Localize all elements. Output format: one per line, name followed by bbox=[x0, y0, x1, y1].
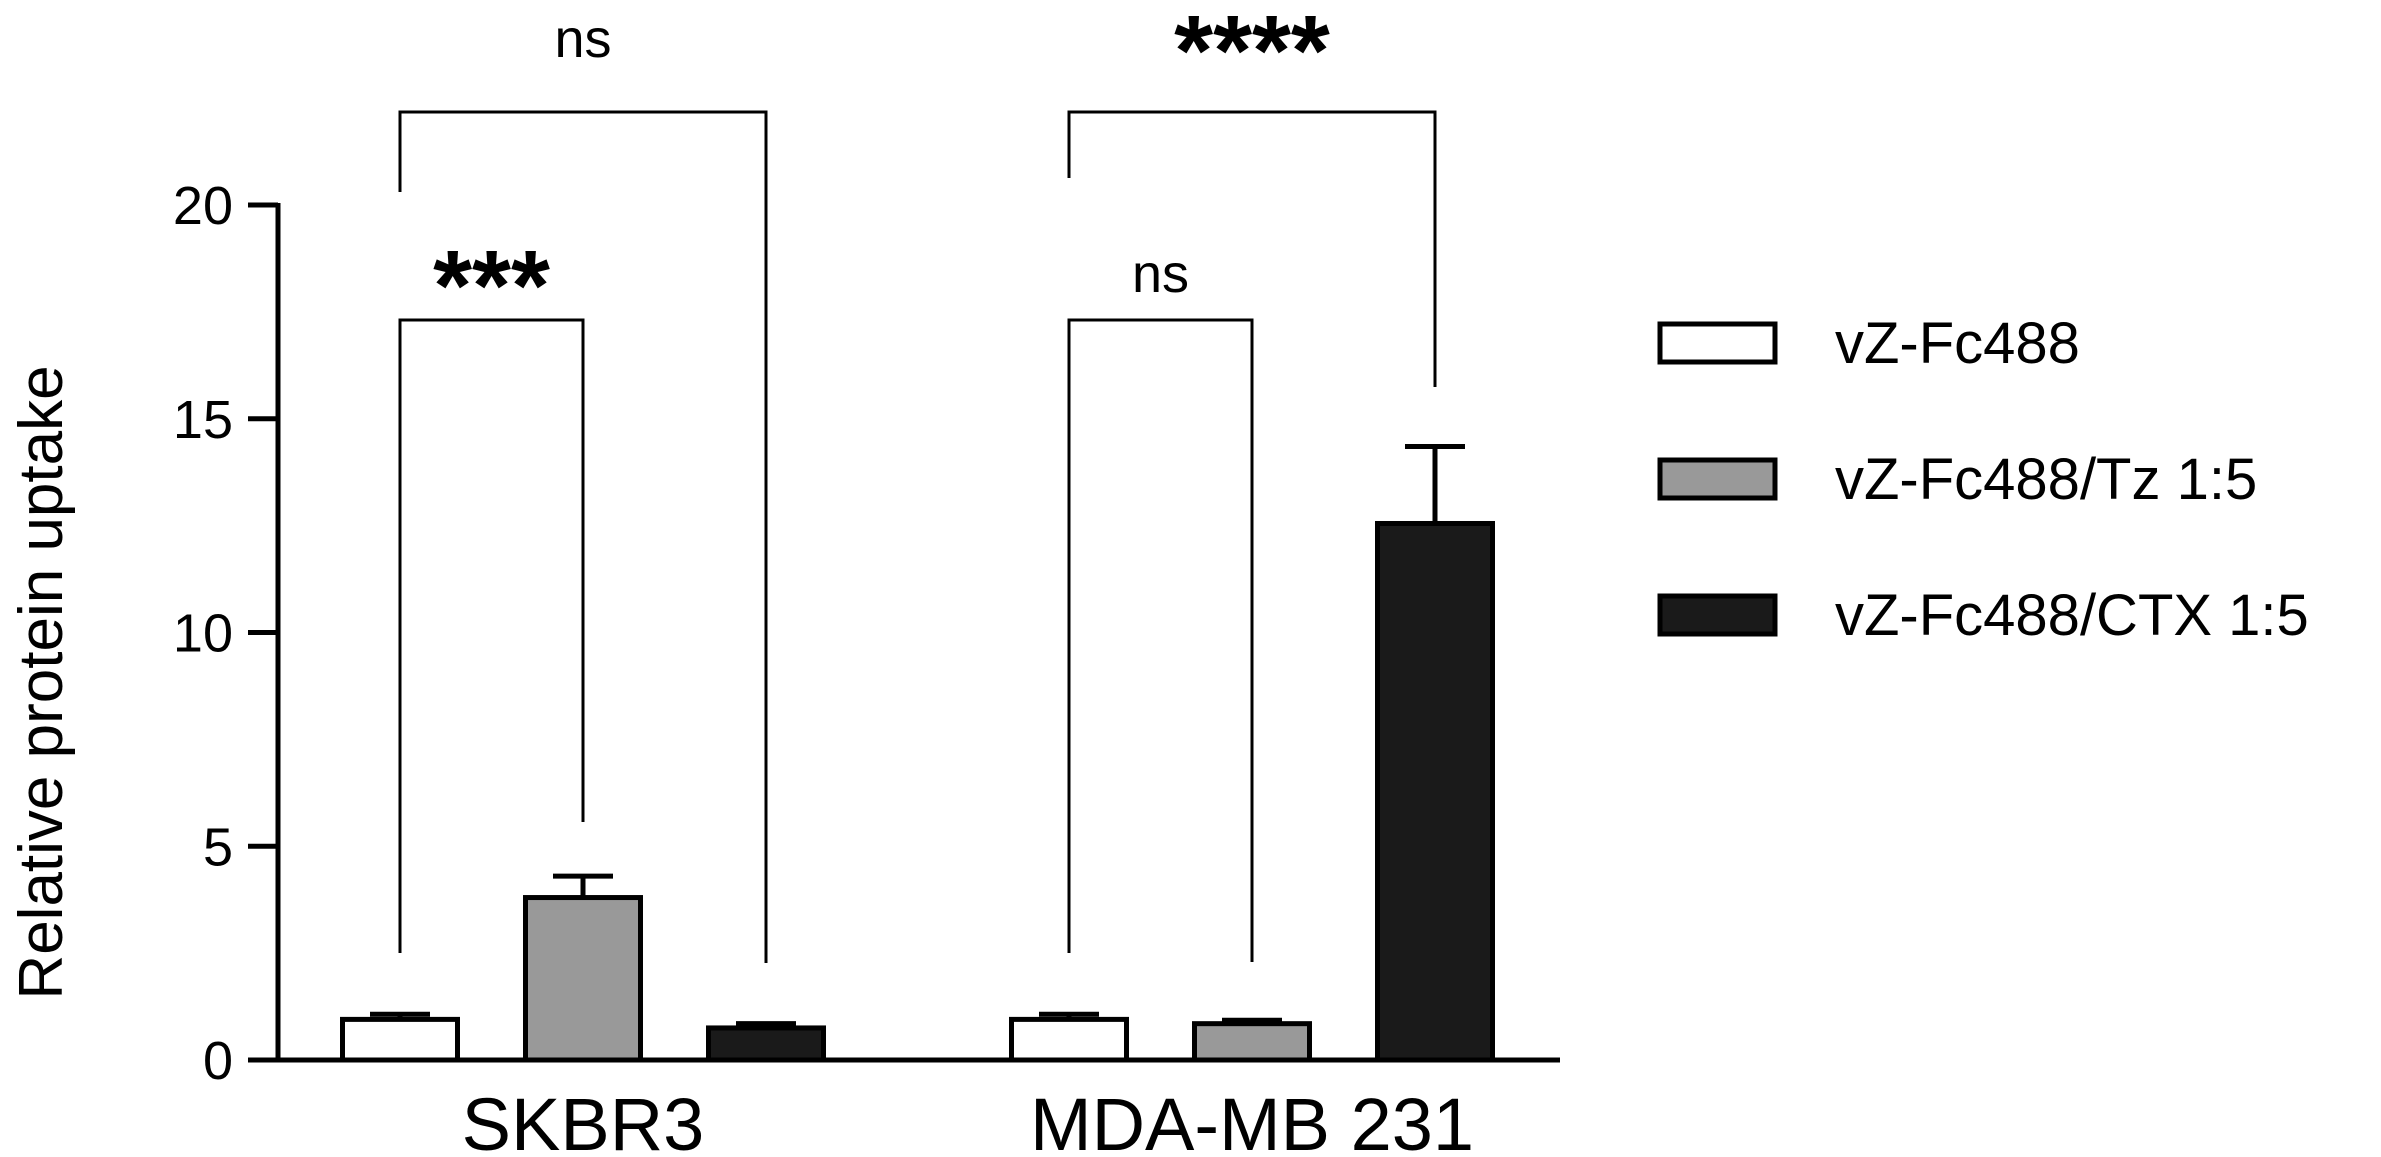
x-category-label: MDA-MB 231 bbox=[1030, 1083, 1474, 1157]
legend-swatch bbox=[1657, 321, 1778, 365]
x-axis: SKBR3 MDA-MB 231 bbox=[276, 1057, 1560, 1157]
significance-brackets: ns*******ns bbox=[398, 0, 1437, 963]
y-axis: 0 5 10 15 20 bbox=[173, 176, 281, 1091]
bar bbox=[706, 1025, 826, 1063]
bar bbox=[1009, 1016, 1129, 1063]
legend-label: vZ-Fc488 bbox=[1835, 311, 2080, 376]
significance-bracket bbox=[1067, 318, 1254, 962]
y-axis-title: Relative protein uptake bbox=[7, 365, 76, 999]
legend-swatch bbox=[1657, 593, 1778, 637]
significance-label: ns bbox=[554, 9, 611, 69]
y-tick-label: 15 bbox=[173, 390, 233, 450]
bar bbox=[523, 895, 643, 1063]
y-tick-label: 0 bbox=[203, 1031, 233, 1091]
significance-bracket bbox=[398, 110, 768, 963]
bar bbox=[340, 1016, 460, 1063]
significance-bracket bbox=[398, 318, 585, 953]
significance-bracket bbox=[1067, 110, 1437, 387]
legend: vZ-Fc488 vZ-Fc488/Tz 1:5 vZ-Fc488/CTX 1:5 bbox=[1657, 311, 2309, 648]
legend-label: vZ-Fc488/Tz 1:5 bbox=[1835, 447, 2257, 512]
x-category-label: SKBR3 bbox=[462, 1083, 705, 1157]
y-ticks: 0 5 10 15 20 bbox=[173, 176, 278, 1091]
significance-label: ns bbox=[1132, 244, 1189, 304]
bar bbox=[1375, 520, 1495, 1063]
significance-label: *** bbox=[433, 230, 550, 342]
y-tick-label: 20 bbox=[173, 176, 233, 236]
y-tick-label: 5 bbox=[203, 817, 233, 877]
legend-swatch bbox=[1657, 457, 1778, 501]
significance-label: **** bbox=[1174, 0, 1330, 107]
bars bbox=[340, 444, 1495, 1063]
bar bbox=[1192, 1021, 1312, 1063]
y-tick-label: 10 bbox=[173, 604, 233, 664]
x-category-labels: SKBR3 MDA-MB 231 bbox=[462, 1083, 1474, 1157]
legend-label: vZ-Fc488/CTX 1:5 bbox=[1835, 583, 2309, 648]
